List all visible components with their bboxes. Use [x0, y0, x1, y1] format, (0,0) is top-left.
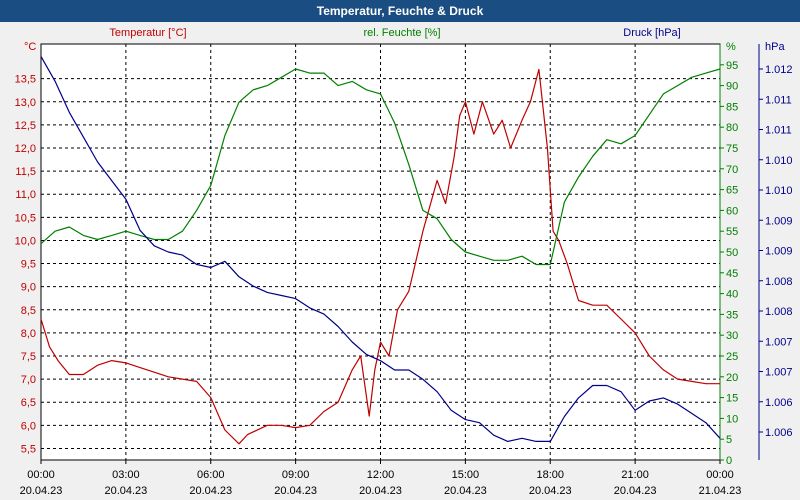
humidity-tick-label: 0 — [726, 455, 732, 467]
humidity-tick-label: 65 — [726, 185, 738, 197]
humidity-tick-label: 30 — [726, 330, 738, 342]
grid-lines — [41, 44, 720, 460]
humidity-tick-label: 85 — [726, 101, 738, 113]
pressure-tick-label: 1.007 — [765, 367, 793, 379]
temperature-line — [40, 68, 720, 445]
humidity-tick-label: 25 — [726, 351, 738, 363]
x-tick-time: 12:00 — [367, 469, 395, 481]
x-tick-date: 20.04.23 — [529, 485, 572, 497]
humidity-axis-unit: % — [726, 41, 736, 53]
temp-tick-label: 6,0 — [21, 420, 36, 432]
pressure-tick-label: 1.011 — [765, 94, 792, 106]
plot-area — [40, 43, 721, 461]
x-tick-time: 21:00 — [621, 469, 649, 481]
temp-tick-label: 5,5 — [21, 443, 36, 455]
pressure-tick-label: 1.012 — [765, 64, 793, 76]
temp-tick-label: 13,0 — [15, 97, 36, 109]
temp-tick-label: 11,5 — [15, 166, 36, 178]
x-tick-time: 15:00 — [452, 469, 480, 481]
humidity-tick-label: 45 — [726, 268, 738, 280]
humidity-tick-label: 95 — [726, 60, 738, 72]
humidity-tick-label: 90 — [726, 81, 738, 93]
temp-tick-label: 6,5 — [21, 397, 36, 409]
humidity-tick-label: 20 — [726, 372, 738, 384]
x-tick-date: 21.04.23 — [699, 485, 742, 497]
temp-tick-label: 7,5 — [21, 351, 36, 363]
x-tick-time: 06:00 — [197, 469, 225, 481]
temp-tick-label: 10,5 — [15, 212, 36, 224]
temp-tick-label: 10,0 — [15, 235, 36, 247]
humidity-tick-label: 10 — [726, 413, 738, 425]
pressure-tick-label: 1.011 — [765, 125, 792, 137]
humidity-tick-label: 50 — [726, 247, 738, 259]
x-tick-time: 18:00 — [536, 469, 564, 481]
x-tick-date: 20.04.23 — [274, 485, 317, 497]
humidity-tick-label: 5 — [726, 434, 732, 446]
humidity-tick-label: 70 — [726, 164, 738, 176]
pressure-line — [40, 56, 721, 442]
x-tick-time: 00:00 — [706, 469, 734, 481]
temp-tick-label: 7,0 — [21, 374, 36, 386]
x-tick-time: 09:00 — [282, 469, 310, 481]
temp-tick-label: 11,0 — [15, 189, 36, 201]
temperature-series-label: Temperatur [°C] — [109, 27, 186, 39]
window-title: Temperatur, Feuchte & Druck — [0, 0, 800, 22]
pressure-tick-label: 1.006 — [765, 397, 793, 409]
x-tick-time: 03:00 — [112, 469, 140, 481]
x-tick-date: 20.04.23 — [189, 485, 232, 497]
pressure-tick-label: 1.007 — [765, 336, 793, 348]
x-tick-time: 00:00 — [27, 469, 55, 481]
pressure-series-label: Druck [hPa] — [623, 27, 680, 39]
pressure-tick-label: 1.008 — [765, 276, 793, 288]
pressure-tick-label: 1.008 — [765, 306, 793, 318]
temp-tick-label: 8,0 — [21, 328, 36, 340]
humidity-tick-label: 60 — [726, 205, 738, 217]
humidity-series-label: rel. Feuchte [%] — [363, 27, 440, 39]
x-tick-date: 20.04.23 — [104, 485, 147, 497]
x-tick-date: 20.04.23 — [20, 485, 63, 497]
temp-tick-label: 12,0 — [15, 143, 36, 155]
pressure-tick-label: 1.009 — [765, 246, 793, 258]
x-tick-date: 20.04.23 — [614, 485, 657, 497]
temp-tick-label: 9,0 — [21, 282, 36, 294]
pressure-tick-label: 1.009 — [765, 215, 793, 227]
pressure-tick-label: 1.010 — [765, 185, 793, 197]
humidity-tick-label: 55 — [726, 226, 738, 238]
pressure-tick-label: 1.006 — [765, 427, 793, 439]
humidity-line — [40, 68, 721, 266]
x-tick-date: 20.04.23 — [444, 485, 487, 497]
temp-tick-label: 9,5 — [21, 259, 36, 271]
pressure-tick-label: 1.010 — [765, 155, 793, 167]
x-tick-date: 20.04.23 — [359, 485, 402, 497]
humidity-tick-label: 15 — [726, 393, 738, 405]
humidity-tick-label: 75 — [726, 143, 738, 155]
humidity-tick-label: 40 — [726, 289, 738, 301]
humidity-tick-label: 80 — [726, 122, 738, 134]
temp-tick-label: 12,5 — [15, 120, 36, 132]
humidity-tick-label: 35 — [726, 309, 738, 321]
pressure-axis-unit: hPa — [765, 41, 785, 53]
temp-tick-label: 13,5 — [15, 74, 36, 86]
temp-tick-label: 8,5 — [21, 305, 36, 317]
temp-axis-unit: °C — [24, 41, 36, 53]
